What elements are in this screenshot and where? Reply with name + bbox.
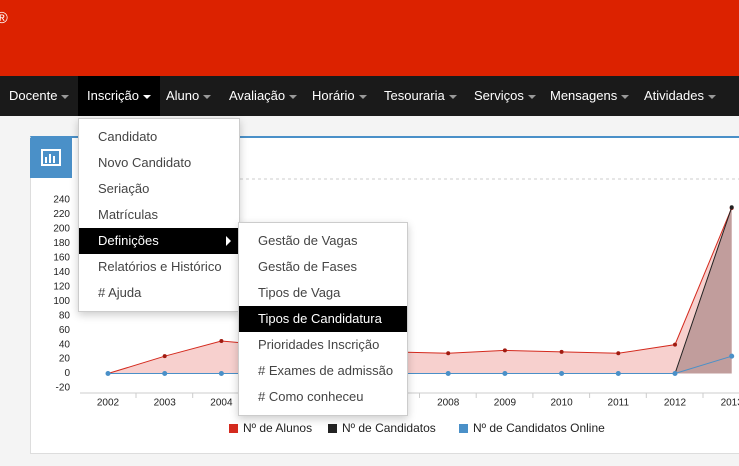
- x-tick-label: 2008: [437, 398, 460, 409]
- menu-item[interactable]: Seriação: [98, 181, 150, 196]
- point: [616, 351, 621, 356]
- point: [615, 371, 621, 377]
- menu-item[interactable]: Definições: [79, 228, 239, 254]
- y-tick-label: 20: [59, 354, 71, 365]
- menu-item[interactable]: Prioridades Inscrição: [258, 337, 380, 352]
- menu-item[interactable]: Tipos de Candidatura: [239, 306, 407, 332]
- menu-item[interactable]: # Como conheceu: [258, 389, 364, 404]
- y-tick-label: 140: [53, 267, 70, 278]
- x-tick-label: 2004: [210, 398, 233, 409]
- x-tick-label: 2010: [550, 398, 573, 409]
- chart-icon: [30, 138, 72, 178]
- point: [218, 371, 224, 377]
- y-tick-label: 240: [53, 195, 70, 206]
- nav-item[interactable]: Tesouraria: [375, 76, 466, 116]
- point: [672, 371, 678, 377]
- point: [673, 342, 677, 347]
- x-tick-label: 2011: [608, 398, 630, 409]
- point: [105, 371, 111, 377]
- legend-label: Nº de Candidatos: [342, 421, 436, 435]
- point: [445, 371, 451, 377]
- point: [729, 353, 735, 359]
- y-tick-label: 200: [53, 224, 70, 235]
- header: ®: [0, 0, 739, 76]
- menu-item[interactable]: Gestão de Fases: [258, 259, 357, 274]
- point: [446, 351, 451, 356]
- point: [162, 371, 168, 377]
- icon-graphic: [41, 149, 61, 166]
- legend-swatch: [229, 424, 238, 433]
- menu-item[interactable]: Tipos de Vaga: [258, 285, 341, 300]
- point: [729, 205, 734, 210]
- series-line: [107, 207, 733, 375]
- x-tick-label: 2003: [154, 398, 177, 409]
- nav-item[interactable]: Avaliação: [220, 76, 306, 116]
- nav-item[interactable]: Aluno: [157, 76, 220, 116]
- menu-item[interactable]: Gestão de Vagas: [258, 233, 358, 248]
- x-tick-label: 2002: [97, 398, 120, 409]
- y-tick-label: 100: [53, 296, 70, 307]
- series-line: [108, 355, 732, 375]
- legend-label: Nº de Candidatos Online: [473, 421, 605, 435]
- nav-item[interactable]: Horário: [303, 76, 376, 116]
- area-fill: [108, 207, 732, 374]
- y-tick-label: 60: [59, 325, 71, 336]
- submenu: Gestão de Vagas Gestão de Fases Tipos de V…: [238, 222, 408, 416]
- y-tick-label: 220: [53, 209, 70, 220]
- y-tick-label: 180: [53, 238, 70, 249]
- y-tick-label: 0: [64, 368, 70, 379]
- menu-item[interactable]: # Ajuda: [98, 285, 142, 300]
- legend-swatch: [328, 424, 337, 433]
- logo-mark: ®: [0, 10, 8, 27]
- x-tick-label: 2013: [721, 398, 739, 409]
- y-tick-label: -20: [56, 383, 71, 394]
- point: [559, 349, 564, 354]
- dropdown-menu: Candidato Novo Candidato Seriação Matrícula…: [78, 118, 240, 312]
- legend-swatch: [459, 424, 468, 433]
- submenu-arrow: [226, 236, 231, 246]
- point: [502, 371, 508, 377]
- menu-item[interactable]: Relatórios e Histórico: [98, 259, 222, 274]
- y-tick-label: 160: [53, 252, 70, 263]
- y-tick-label: 40: [59, 339, 71, 350]
- point: [162, 354, 167, 359]
- legend-label: Nº de Alunos: [243, 421, 312, 435]
- menu-item[interactable]: Matrículas: [98, 207, 158, 222]
- nav-item[interactable]: Inscrição: [78, 76, 161, 116]
- navbar: Docente Inscrição Aluno Avaliação Horário Tes…: [0, 76, 739, 116]
- y-tick-label: 80: [59, 310, 71, 321]
- x-tick-label: 2012: [664, 398, 687, 409]
- nav-item[interactable]: Atividades: [635, 76, 725, 116]
- nav-item[interactable]: Serviços: [465, 76, 545, 116]
- point: [502, 348, 507, 353]
- menu-item[interactable]: # Exames de admissão: [258, 363, 394, 378]
- nav-item[interactable]: Mensagens: [541, 76, 638, 116]
- menu-item[interactable]: Novo Candidato: [98, 155, 192, 170]
- x-tick-label: 2009: [494, 398, 517, 409]
- menu-item[interactable]: Candidato: [98, 129, 158, 144]
- point: [559, 371, 565, 377]
- point: [219, 339, 224, 343]
- y-tick-label: 120: [53, 281, 70, 292]
- nav-item[interactable]: Docente: [0, 76, 78, 116]
